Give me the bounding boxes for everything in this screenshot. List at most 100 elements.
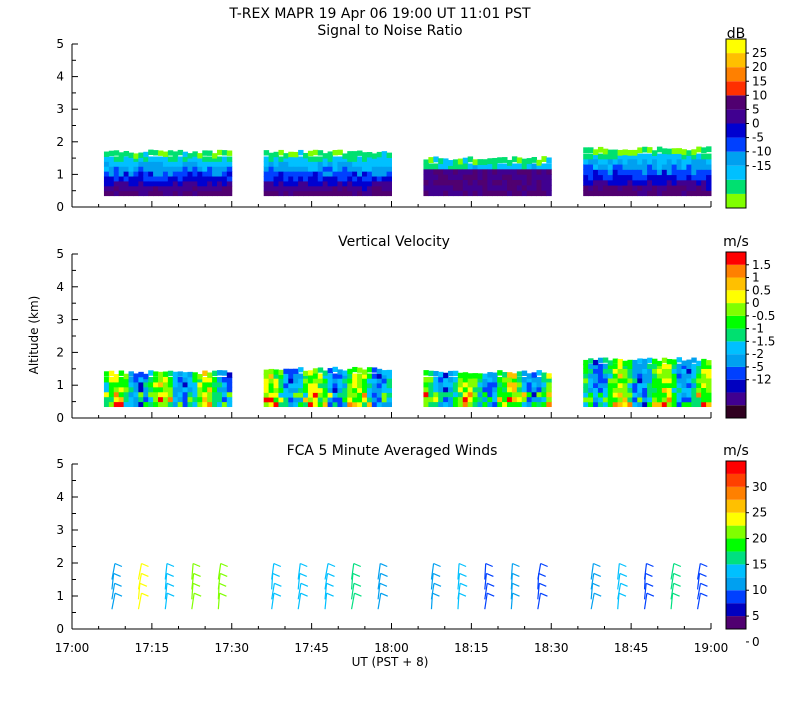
heatmap-cell (307, 382, 314, 389)
wind-barb (217, 563, 222, 580)
heatmap-cell (467, 168, 474, 175)
heatmap-cell (376, 392, 383, 398)
wind-barb-flag (219, 592, 227, 597)
heatmap-cell (691, 164, 697, 170)
heatmap-cell (696, 190, 702, 197)
heatmap-cell (521, 391, 528, 398)
heatmap-cell (433, 386, 439, 393)
heatmap-cell (516, 184, 523, 191)
wind-barb-flag (219, 572, 228, 577)
heatmap-cell (366, 176, 373, 182)
heatmap-cell (443, 163, 449, 170)
heatmap-cell (617, 392, 624, 398)
heatmap-cell (312, 387, 319, 393)
heatmap-cell (546, 163, 552, 170)
heatmap-cell (472, 163, 479, 170)
heatmap-cell (148, 377, 154, 383)
colorbar-label: 30 (752, 480, 767, 494)
heatmap-cell (103, 371, 110, 377)
y-tick-label: 5 (56, 457, 64, 471)
heatmap-cell (507, 396, 513, 403)
colorbar-label: 5 (752, 609, 760, 623)
heatmap-cell (172, 166, 179, 172)
heatmap-cell (298, 378, 304, 384)
heatmap-cell (212, 156, 218, 162)
heatmap-cell (492, 396, 498, 403)
heatmap-cell (177, 171, 184, 177)
heatmap-cell (676, 164, 683, 170)
x-tick-label: 17:15 (135, 641, 170, 655)
heatmap-cell (691, 387, 697, 393)
heatmap-cell (487, 158, 493, 165)
heatmap-cell (268, 166, 275, 172)
heatmap-cell (482, 396, 488, 403)
heatmap-cell (448, 160, 454, 166)
heatmap-cell (666, 185, 673, 191)
wind-barb (350, 583, 355, 600)
heatmap-cell (607, 360, 614, 366)
heatmap-cell (448, 184, 454, 191)
heatmap-cell (511, 396, 518, 403)
heatmap-cell (457, 174, 464, 181)
heatmap-cell (612, 363, 619, 369)
wind-barb (377, 583, 381, 600)
heatmap-cell (362, 392, 368, 398)
heatmap-cell (438, 163, 444, 170)
heatmap-cell (197, 391, 203, 398)
heatmap-cell (352, 190, 358, 197)
x-tick-label: 17:30 (214, 641, 249, 655)
heatmap-cell (637, 190, 643, 197)
heatmap-cell (497, 190, 503, 197)
heatmap-cell (472, 396, 479, 403)
heatmap-cell (362, 161, 368, 167)
heatmap-cell (423, 370, 429, 376)
heatmap-cell (597, 190, 604, 197)
heatmap-cell (307, 150, 314, 157)
wind-barb (324, 593, 328, 610)
heatmap-cell (691, 185, 697, 191)
heatmap-cell (212, 190, 218, 197)
heatmap-cell (526, 174, 533, 181)
wind-barb-flag (327, 562, 336, 568)
heatmap-cell (317, 171, 324, 177)
heatmap-cell (177, 166, 184, 172)
heatmap-cell (637, 377, 643, 384)
heatmap-cell (103, 386, 110, 393)
y-axis-label: Altitude (km) (27, 296, 41, 375)
heatmap-cell (593, 179, 599, 186)
heatmap-cell (128, 371, 134, 377)
heatmap-cell (143, 176, 149, 182)
heatmap-cell (607, 164, 614, 170)
colorbar-swatch (726, 252, 746, 265)
heatmap-cell (376, 378, 383, 384)
heatmap-cell (123, 185, 130, 192)
heatmap-cell (162, 190, 169, 197)
heatmap-cell (536, 174, 542, 181)
heatmap-cell (371, 392, 378, 398)
heatmap-cell (381, 166, 388, 172)
heatmap-cell (268, 180, 275, 187)
heatmap-cell (656, 401, 663, 408)
heatmap-cell (593, 153, 599, 160)
heatmap-cell (371, 367, 378, 373)
heatmap-cell (602, 185, 609, 191)
heatmap-cell (221, 150, 228, 156)
heatmap-cell (597, 392, 604, 398)
heatmap-cell (288, 166, 294, 172)
heatmap-cell (322, 370, 329, 376)
heatmap-cell (617, 397, 624, 403)
heatmap-cell (477, 381, 483, 388)
heatmap-cell (696, 387, 702, 393)
heatmap-cell (443, 190, 449, 197)
heatmap-cell (386, 373, 392, 379)
heatmap-cell (226, 180, 233, 187)
heatmap-cell (381, 151, 388, 157)
heatmap-cell (536, 370, 542, 376)
colorbar-swatch (726, 290, 746, 304)
heatmap-cell (158, 396, 164, 403)
heatmap-cell (612, 387, 619, 393)
heatmap-cell (386, 401, 392, 408)
heatmap-cell (457, 163, 464, 170)
heatmap-cell (661, 185, 668, 191)
heatmap-cell (632, 377, 638, 384)
